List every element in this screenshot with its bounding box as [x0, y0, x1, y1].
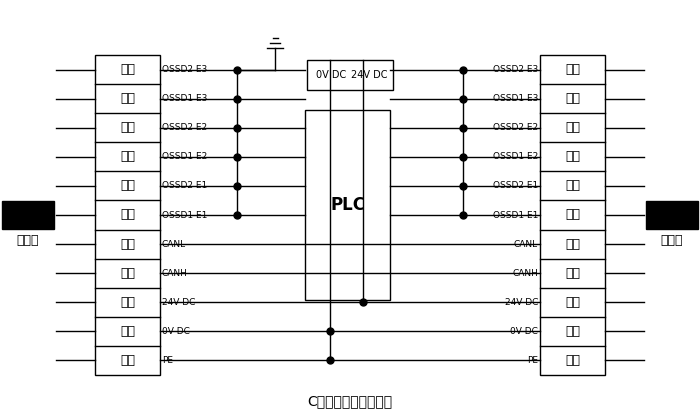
Text: 绿色: 绿色 — [120, 325, 135, 338]
Text: 黑色: 黑色 — [120, 238, 135, 251]
Text: 黄色: 黄色 — [120, 267, 135, 280]
Text: 红色: 红色 — [120, 296, 135, 309]
Text: OSSD2 E2: OSSD2 E2 — [493, 123, 538, 132]
Text: OSSD1 E3: OSSD1 E3 — [493, 94, 538, 103]
Text: 0V DC: 0V DC — [510, 327, 538, 336]
Text: OSSD1 E1: OSSD1 E1 — [493, 210, 538, 220]
Text: 0V DC: 0V DC — [316, 70, 346, 80]
Text: OSSD2 E3: OSSD2 E3 — [162, 65, 207, 74]
Text: 紫色: 紫色 — [120, 63, 135, 76]
Bar — [2, 201, 54, 229]
Text: PE: PE — [162, 356, 173, 365]
Text: 灰色: 灰色 — [565, 121, 580, 134]
Text: OSSD1 E2: OSSD1 E2 — [162, 152, 207, 161]
Text: OSSD1 E2: OSSD1 E2 — [493, 152, 538, 161]
Text: 花色: 花色 — [120, 354, 135, 367]
Text: 蓝色: 蓝色 — [565, 208, 580, 221]
Text: 接收器: 接收器 — [661, 234, 683, 247]
Text: OSSD2 E1: OSSD2 E1 — [162, 181, 207, 190]
Text: 花色: 花色 — [565, 354, 580, 367]
Bar — [307, 60, 393, 90]
Text: CANL: CANL — [514, 239, 538, 249]
Text: 发射器: 发射器 — [17, 234, 39, 247]
Text: C型传感器单独接线图: C型传感器单独接线图 — [307, 394, 393, 408]
Text: OSSD2 E1: OSSD2 E1 — [493, 181, 538, 190]
Bar — [646, 201, 698, 229]
Text: 青色: 青色 — [120, 92, 135, 105]
Text: CANL: CANL — [162, 239, 186, 249]
Text: 黑色: 黑色 — [565, 238, 580, 251]
Text: CANH: CANH — [162, 269, 188, 278]
Text: 绿色: 绿色 — [565, 325, 580, 338]
Text: 灰色: 灰色 — [120, 121, 135, 134]
Text: 紫色: 紫色 — [565, 63, 580, 76]
Text: 蓝色: 蓝色 — [120, 208, 135, 221]
Text: 黄色: 黄色 — [565, 267, 580, 280]
Bar — [540, 55, 605, 375]
Text: 0V DC: 0V DC — [162, 327, 190, 336]
Text: PE: PE — [527, 356, 538, 365]
Text: OSSD1 E3: OSSD1 E3 — [162, 94, 207, 103]
Text: 红色: 红色 — [565, 296, 580, 309]
Text: 24V DC: 24V DC — [351, 70, 387, 80]
Text: OSSD1 E1: OSSD1 E1 — [162, 210, 207, 220]
Text: CANH: CANH — [512, 269, 538, 278]
Text: 白色: 白色 — [120, 150, 135, 163]
Text: 棕色: 棕色 — [565, 179, 580, 192]
Bar — [95, 55, 160, 375]
Text: 24V DC: 24V DC — [162, 298, 195, 307]
Text: 青色: 青色 — [565, 92, 580, 105]
Text: PLC: PLC — [330, 196, 365, 214]
Text: 24V DC: 24V DC — [505, 298, 538, 307]
Bar — [305, 110, 390, 300]
Text: OSSD2 E3: OSSD2 E3 — [493, 65, 538, 74]
Text: 白色: 白色 — [565, 150, 580, 163]
Text: 棕色: 棕色 — [120, 179, 135, 192]
Text: OSSD2 E2: OSSD2 E2 — [162, 123, 207, 132]
